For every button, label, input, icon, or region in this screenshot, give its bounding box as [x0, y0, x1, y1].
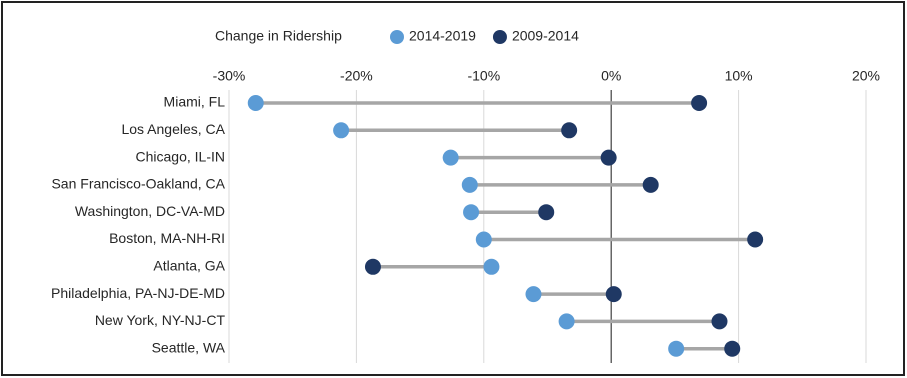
dot — [600, 149, 617, 166]
dot — [247, 95, 264, 111]
legend-label: 2009-2014 — [512, 28, 579, 44]
x-tick-label: 0% — [601, 68, 621, 84]
legend-swatch — [492, 30, 507, 44]
x-tick-label: 10% — [725, 68, 753, 84]
dot — [711, 313, 728, 330]
x-tick-label: 20% — [852, 68, 880, 84]
dot — [461, 176, 478, 193]
dot — [558, 313, 575, 330]
legend-swatch — [390, 30, 404, 44]
y-tick-label: Boston, MA-NH-RI — [109, 230, 225, 246]
x-tick-label: -30% — [213, 68, 246, 84]
legend-title: Change in Ridership — [215, 28, 342, 44]
dot — [747, 231, 764, 248]
y-tick-label: Seattle, WA — [152, 339, 226, 355]
dot — [463, 204, 480, 221]
y-tick-label: Atlanta, GA — [153, 258, 225, 274]
dot — [605, 286, 622, 303]
y-tick-label: Washington, DC-VA-MD — [75, 203, 225, 219]
x-tick-label: -10% — [467, 68, 500, 84]
dot — [642, 176, 659, 193]
dot — [724, 340, 741, 357]
legend-label: 2014-2019 — [409, 28, 476, 44]
dot — [525, 286, 542, 303]
dot — [483, 258, 500, 275]
y-tick-label: Chicago, IL-IN — [136, 148, 225, 164]
y-tick-label: Los Angeles, CA — [121, 121, 225, 137]
dot — [668, 340, 685, 357]
dot — [538, 204, 555, 221]
y-tick-label: San Francisco-Oakland, CA — [51, 176, 225, 192]
y-tick-label: New York, NY-NJ-CT — [95, 312, 226, 328]
dot — [333, 122, 350, 139]
dot — [561, 122, 578, 139]
dot — [691, 95, 708, 111]
dot — [364, 258, 381, 275]
y-tick-label: Miami, FL — [164, 94, 226, 110]
dot — [475, 231, 492, 248]
dot — [442, 149, 459, 166]
y-tick-label: Philadelphia, PA-NJ-DE-MD — [51, 285, 225, 301]
x-tick-label: -20% — [340, 68, 373, 84]
